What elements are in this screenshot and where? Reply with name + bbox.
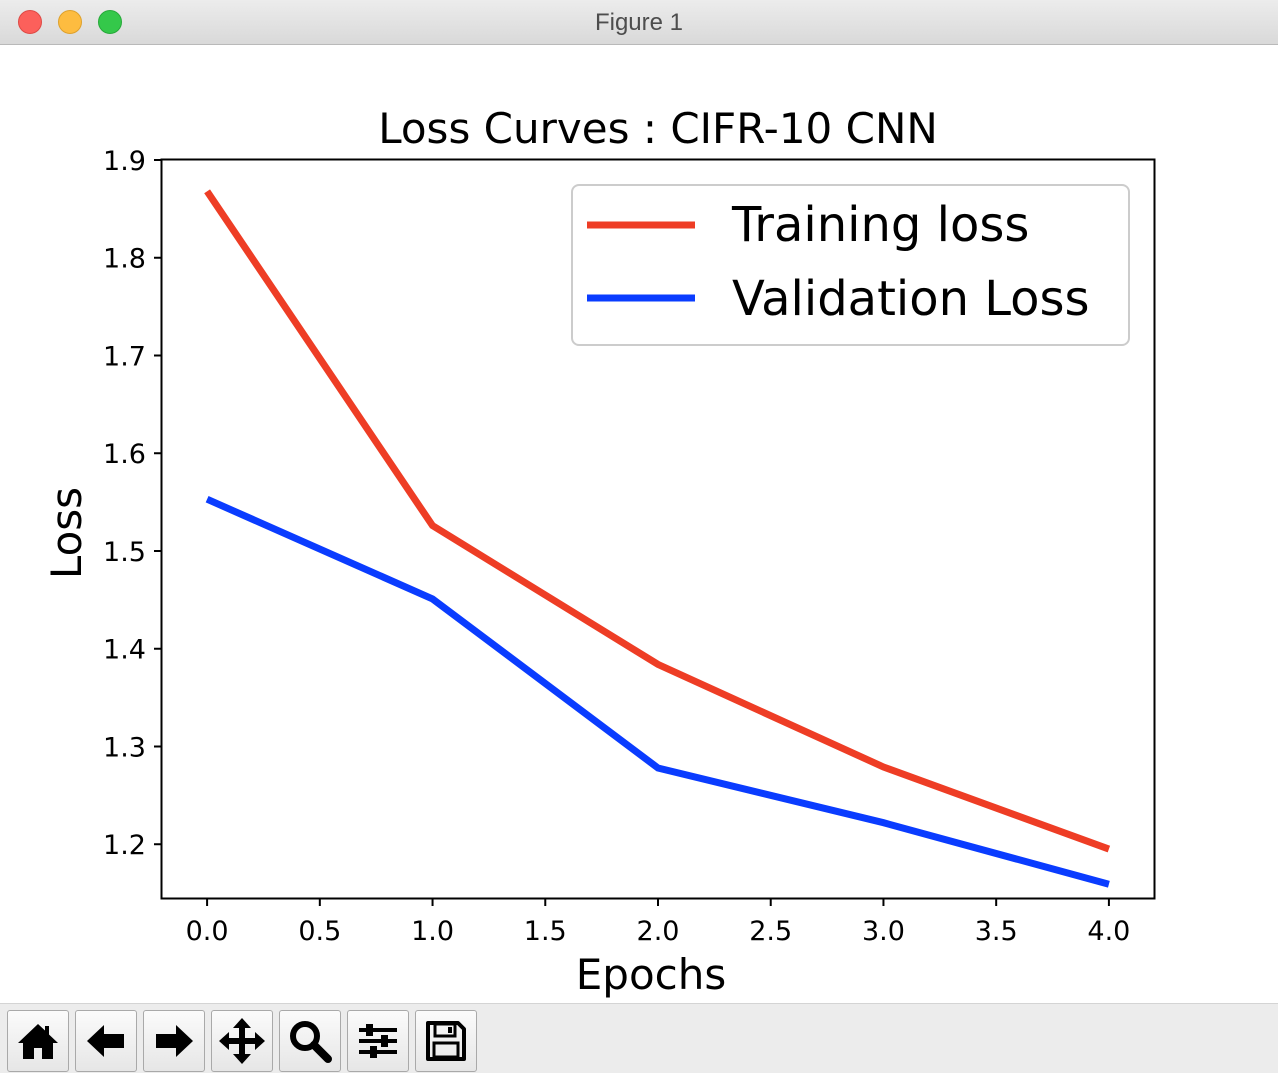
legend-label-validation: Validation Loss <box>732 271 1090 327</box>
series-line-training-loss <box>204 189 1111 853</box>
y-tick-label: 1.5 <box>103 537 146 568</box>
legend-box <box>571 184 1130 346</box>
x-tick-label: 2.0 <box>637 916 680 947</box>
y-tick-label: 1.7 <box>103 341 146 372</box>
move-icon <box>219 1018 265 1064</box>
floppy-disk-icon <box>426 1021 466 1061</box>
loss-chart[interactable]: 0.0 0.5 1.0 1.5 2.0 2.5 3.0 3.5 4.0 1.2 1.3 1.4 1.5… <box>0 45 1278 1003</box>
y-tick-label: 1.3 <box>103 732 146 763</box>
y-tick-label: 1.9 <box>103 146 146 177</box>
zoom-button[interactable] <box>279 1010 341 1072</box>
home-button[interactable] <box>7 1010 69 1072</box>
y-tick-label: 1.4 <box>103 635 146 666</box>
sliders-icon <box>359 1024 397 1058</box>
x-tick-label: 4.0 <box>1087 916 1130 947</box>
magnifier-icon <box>290 1021 332 1063</box>
series-layer <box>204 189 1111 888</box>
x-axis: 0.0 0.5 1.0 1.5 2.0 2.5 3.0 3.5 4.0 <box>186 898 1130 947</box>
window-title: Figure 1 <box>594 9 684 36</box>
figure-canvas[interactable]: 0.0 0.5 1.0 1.5 2.0 2.5 3.0 3.5 4.0 1.2 1.3 1.4 1.5… <box>0 45 1278 1003</box>
forward-button[interactable] <box>143 1010 205 1072</box>
x-tick-label: 0.0 <box>186 916 229 947</box>
x-tick-label: 2.5 <box>749 916 792 947</box>
configure-subplots-button[interactable] <box>347 1010 409 1072</box>
pan-button[interactable] <box>211 1010 273 1072</box>
legend: Training loss Validation Loss <box>571 184 1130 346</box>
x-tick-label: 1.5 <box>524 916 567 947</box>
y-axis-label: Loss <box>42 487 91 579</box>
home-icon <box>18 1024 58 1059</box>
y-tick-label: 1.8 <box>103 244 146 275</box>
x-axis-label: Epochs <box>576 950 727 999</box>
chart-title: Loss Curves : CIFR-10 CNN <box>378 104 938 153</box>
arrow-right-icon <box>156 1025 193 1057</box>
navigation-toolbar <box>0 1003 1278 1073</box>
x-tick-label: 3.5 <box>975 916 1018 947</box>
back-button[interactable] <box>75 1010 137 1072</box>
minimize-window-button[interactable] <box>58 10 82 34</box>
x-tick-label: 0.5 <box>298 916 341 947</box>
y-tick-label: 1.2 <box>103 830 146 861</box>
save-button[interactable] <box>415 1010 477 1072</box>
y-axis: 1.2 1.3 1.4 1.5 1.6 1.7 1.8 1.9 <box>103 146 162 861</box>
title-bar[interactable]: Figure 1 <box>0 0 1278 45</box>
x-tick-label: 3.0 <box>862 916 905 947</box>
legend-label-training: Training loss <box>731 197 1029 253</box>
close-window-button[interactable] <box>18 10 42 34</box>
x-tick-label: 1.0 <box>411 916 454 947</box>
series-line-validation-loss <box>205 495 1110 888</box>
arrow-left-icon <box>87 1025 124 1057</box>
y-tick-label: 1.6 <box>103 439 146 470</box>
zoom-window-button[interactable] <box>98 10 122 34</box>
